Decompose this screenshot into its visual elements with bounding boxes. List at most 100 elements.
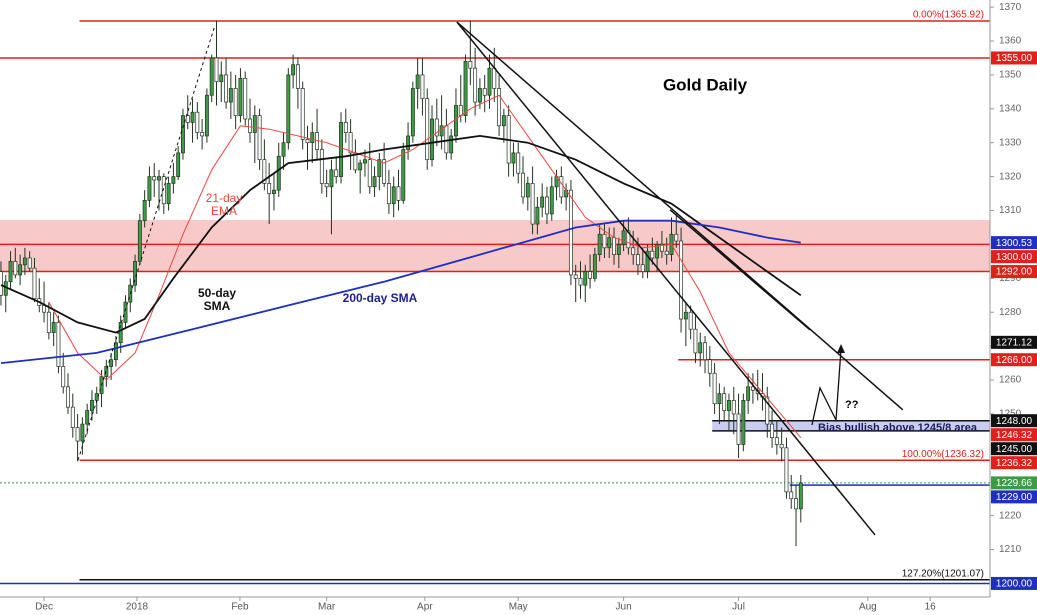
candle-body <box>310 132 315 144</box>
y-tick-label: 1220 <box>999 510 1022 521</box>
candle-body <box>291 64 296 76</box>
candle-body <box>334 169 339 177</box>
ma-line <box>0 134 802 334</box>
candle-body <box>784 447 789 493</box>
y-tick-label: 1310 <box>999 205 1022 216</box>
candle-body <box>324 183 329 188</box>
candle-body <box>252 115 257 133</box>
candle-body <box>190 111 195 123</box>
candle-body <box>123 301 128 323</box>
candle-body <box>559 176 564 198</box>
candle-body <box>195 111 200 133</box>
candle-body <box>693 328 698 354</box>
trendline <box>456 21 904 411</box>
price-box-label: 1200.00 <box>996 579 1033 590</box>
candle-body <box>8 261 13 283</box>
candle-body <box>789 491 794 500</box>
candle-body <box>468 61 473 69</box>
candle-body <box>712 372 717 405</box>
candle-body <box>109 359 114 367</box>
price-box <box>991 476 1037 490</box>
ma-line <box>48 94 802 439</box>
candle-body <box>410 88 415 137</box>
candle-body <box>329 169 334 188</box>
candle-body <box>487 67 492 96</box>
candle-body <box>477 88 482 103</box>
candle-body <box>18 264 23 276</box>
candle-body <box>276 155 281 191</box>
candle-body <box>22 257 27 266</box>
candle-body <box>463 61 468 116</box>
x-tick-label: 2018 <box>126 602 149 613</box>
candle-body <box>267 183 272 194</box>
y-tick-label: 1280 <box>999 307 1022 318</box>
candle-body <box>233 88 238 116</box>
candle-body <box>27 257 32 269</box>
candle-body <box>142 200 147 222</box>
x-tick-label: Apr <box>417 602 433 613</box>
candle-body <box>113 342 118 361</box>
price-box-label: 1248.00 <box>996 416 1033 427</box>
price-box <box>991 576 1037 590</box>
y-tick-label: 1370 <box>999 2 1022 13</box>
candle-body <box>717 393 722 405</box>
candle-body <box>430 118 434 161</box>
x-tick-label: May <box>509 602 528 613</box>
candle-body <box>133 261 138 286</box>
candle-body <box>774 437 779 445</box>
candle-body <box>90 400 94 411</box>
candle-body <box>386 183 391 205</box>
candle-body <box>492 67 497 89</box>
x-tick-label: Jul <box>732 602 745 613</box>
candle-body <box>343 122 348 133</box>
candle-body <box>698 342 703 354</box>
candle-body <box>765 396 770 425</box>
candle-body <box>458 105 463 116</box>
candle-body <box>616 244 621 255</box>
price-box <box>991 442 1037 456</box>
candle-body <box>779 444 784 449</box>
candle-body <box>281 142 286 157</box>
candle-body <box>650 250 655 259</box>
candle-body <box>683 311 688 320</box>
candle-body <box>578 277 583 286</box>
candle-body <box>454 105 458 137</box>
candle-body <box>377 159 382 177</box>
candle-body <box>722 393 727 411</box>
x-tick-label: Aug <box>859 602 877 613</box>
y-tick-label: 1360 <box>999 36 1022 47</box>
price-box <box>991 428 1037 442</box>
candle-body <box>497 88 502 127</box>
ma-line <box>0 219 801 364</box>
y-tick-label: 1250 <box>999 409 1022 420</box>
price-box <box>991 490 1037 504</box>
candle-body <box>482 88 487 96</box>
candle-body <box>655 244 660 259</box>
candle-body <box>181 115 185 154</box>
fib-label: 100.00%(1236.32) <box>902 449 984 460</box>
x-tick-label: Jun <box>616 602 632 613</box>
candle-body <box>228 88 233 103</box>
candle-body <box>573 274 578 279</box>
candle-body <box>511 152 516 164</box>
price-axis-bg <box>990 0 1037 615</box>
candle-body <box>540 196 545 208</box>
candle-body <box>640 264 645 272</box>
price-box-label: 1292.00 <box>996 267 1033 278</box>
candle-body <box>339 122 343 177</box>
price-box <box>991 353 1037 367</box>
candle-body <box>521 172 525 198</box>
price-box-label: 1245.00 <box>996 444 1033 455</box>
candle-body <box>597 233 602 255</box>
candle-body <box>305 138 310 144</box>
candle-body <box>612 237 616 255</box>
price-box-label: 1300.53 <box>996 238 1033 249</box>
candle-body <box>85 410 90 425</box>
candle-body <box>300 88 305 140</box>
trendline <box>669 209 811 331</box>
y-tick-label: 1210 <box>999 544 1022 555</box>
price-box-label: 1300.00 <box>996 252 1033 263</box>
zone <box>712 420 990 431</box>
candle-body <box>798 482 803 510</box>
